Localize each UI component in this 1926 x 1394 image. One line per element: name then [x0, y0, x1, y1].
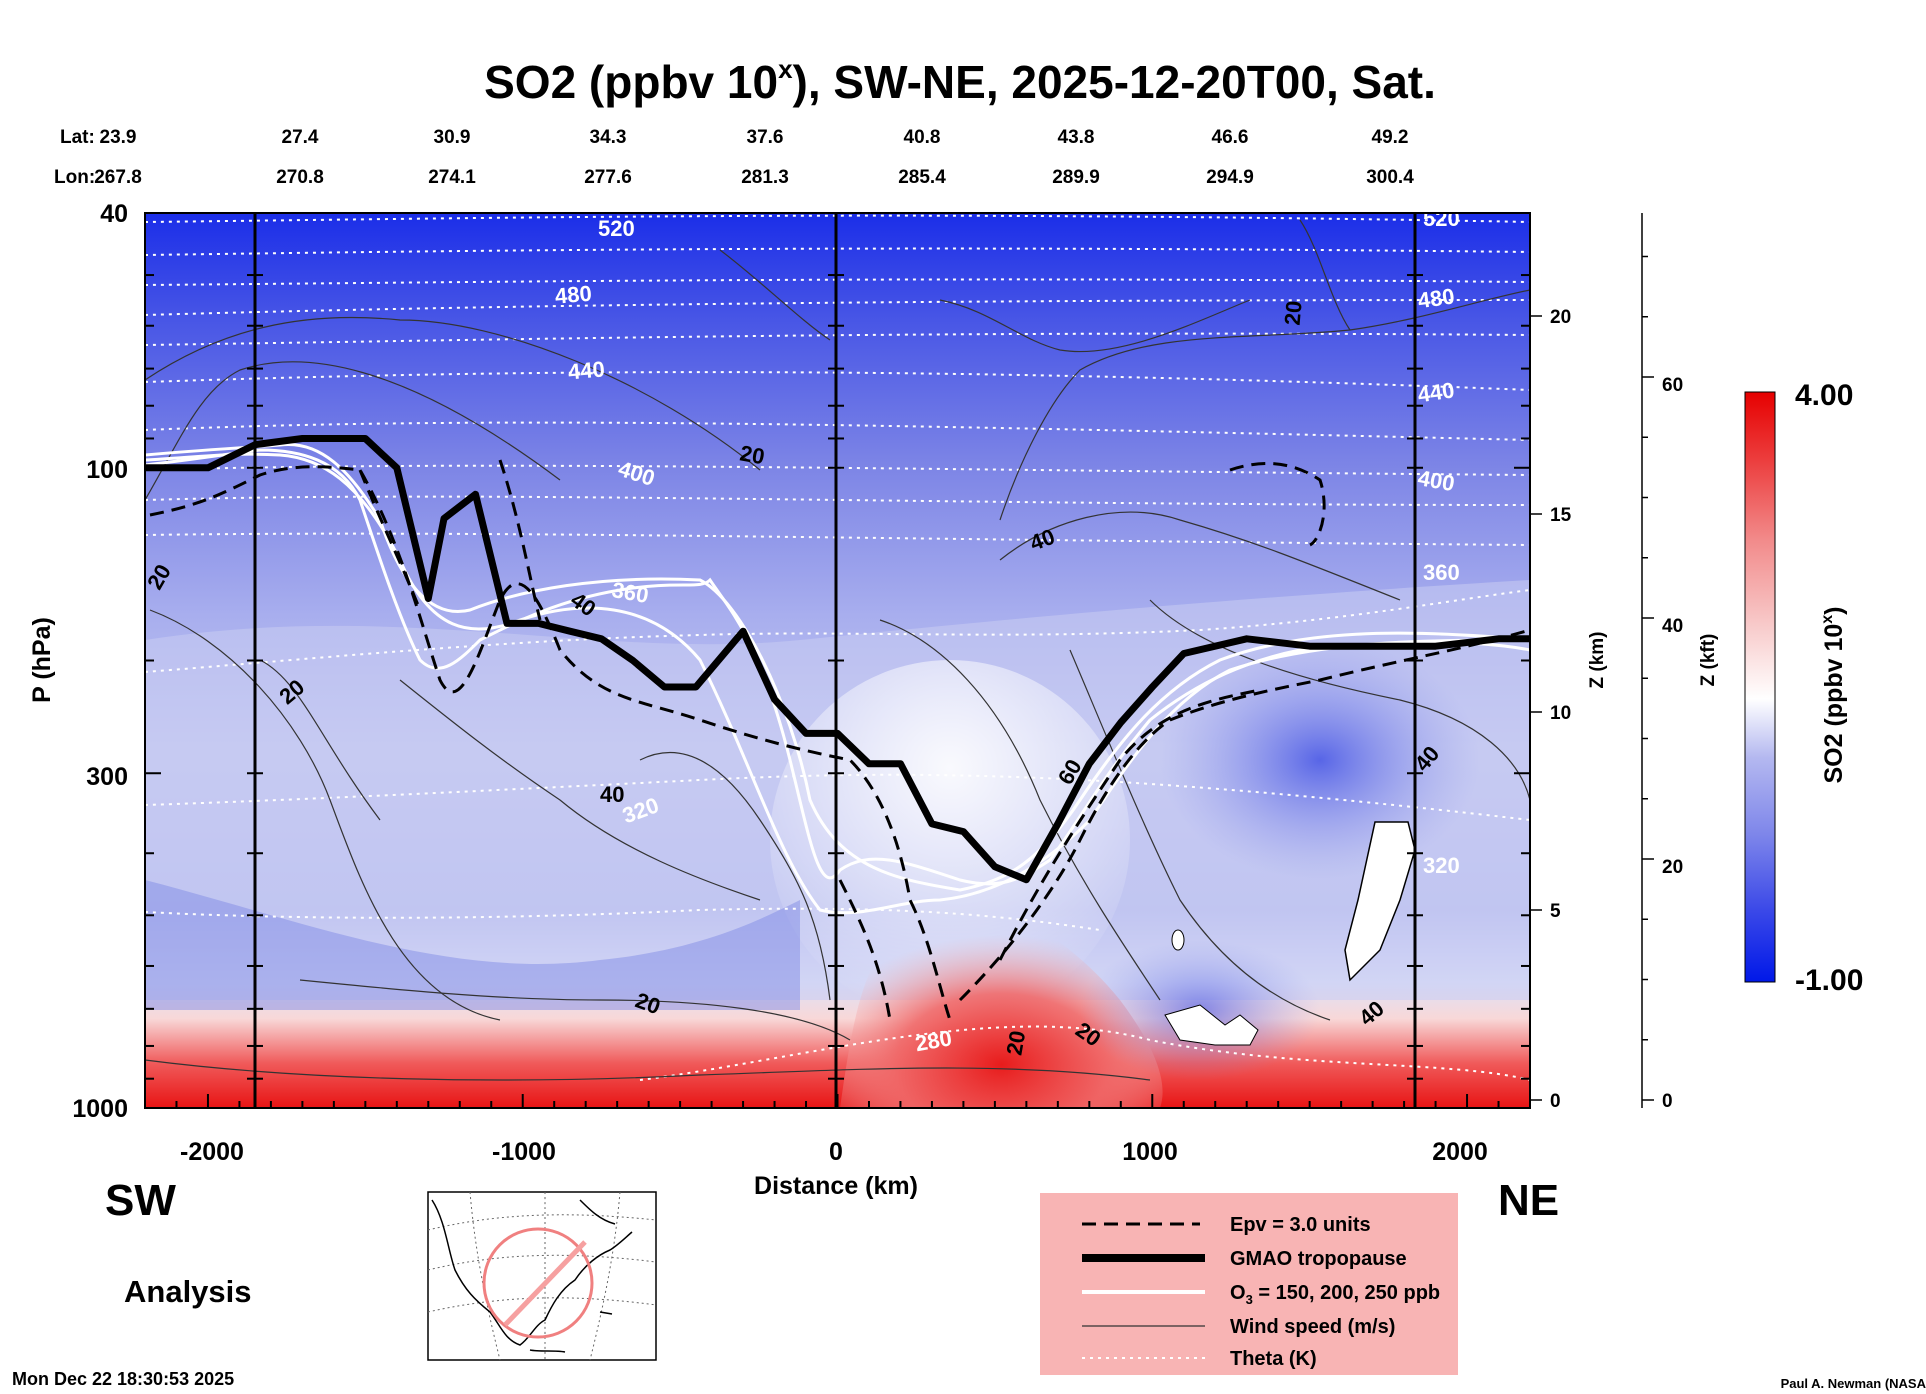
- lon-value: 300.4: [1366, 167, 1414, 188]
- distance-tick-label: 2000: [1432, 1138, 1488, 1166]
- colorbar: 4.00 -1.00 SO2 (ppbv 10x): [1744, 379, 1863, 997]
- wind-label: 20: [1280, 300, 1307, 327]
- colorbar-title: SO2 (ppbv 10x): [1819, 607, 1848, 784]
- z-km-axis-title: Z (km): [1587, 632, 1608, 689]
- z-kft-tick-label: 60: [1662, 375, 1683, 396]
- legend-item-epv: Epv = 3.0 units: [1230, 1214, 1371, 1236]
- z-kft-tick-label: 0: [1662, 1091, 1673, 1112]
- z-km-axis: 20 15 10 5 0 Z (km): [1529, 213, 1608, 1112]
- lon-value: 281.3: [741, 167, 789, 188]
- wind-label: 20: [1001, 1029, 1030, 1057]
- z-km-tick-label: 15: [1550, 505, 1572, 526]
- lon-value: 277.6: [584, 167, 632, 188]
- so2-field-red-core: [840, 891, 1163, 1108]
- theta-label: 520: [598, 216, 635, 241]
- z-km-tick-label: 0: [1550, 1091, 1561, 1112]
- lat-value: 34.3: [590, 127, 627, 148]
- so2-field-blue-band: [145, 880, 800, 1010]
- legend-item-theta: Theta (K): [1230, 1348, 1317, 1370]
- theta-contour-labels: 520 480 440 400 360 320 520 480 440 400 …: [554, 206, 1460, 1056]
- lat-value: 27.4: [282, 127, 319, 148]
- theta-label: 360: [1423, 560, 1460, 585]
- so2-field-white-patch-3: [1171, 929, 1185, 951]
- z-km-tick-label: 10: [1550, 703, 1571, 724]
- title-superscript: x: [778, 54, 793, 84]
- so2-field-white-patch: [1344, 821, 1416, 982]
- lon-values: 267.8 270.8 274.1 277.6 281.3 285.4 289.9 294.9…: [94, 167, 1414, 188]
- lon-value: 267.8: [94, 167, 142, 188]
- pressure-tick-label: 300: [86, 763, 128, 791]
- legend-item-wind: Wind speed (m/s): [1230, 1316, 1395, 1338]
- lon-value: 274.1: [428, 167, 476, 188]
- lat-value: 49.2: [1372, 127, 1409, 148]
- legend: Epv = 3.0 units GMAO tropopause O3 = 150…: [1040, 1193, 1458, 1375]
- inset-map-frame: [427, 1191, 657, 1361]
- epv-contours: [149, 459, 1530, 1021]
- legend-item-ozone: O3 = 150, 200, 250 ppb: [1230, 1282, 1440, 1307]
- title-main: SO2 (ppbv 10: [484, 56, 778, 108]
- lat-header-label: Lat:: [60, 127, 95, 148]
- distance-tick-label: -2000: [180, 1138, 244, 1166]
- distance-tick-label: 1000: [1122, 1138, 1178, 1166]
- pressure-axis: 40 100 300 1000 P (hPa): [28, 200, 1530, 1123]
- pressure-tick-label: 40: [100, 200, 128, 228]
- lat-value: 43.8: [1058, 127, 1095, 148]
- title-rest: ), SW-NE, 2025-12-20T00, Sat.: [793, 56, 1436, 108]
- theta-label: 320: [1423, 853, 1460, 878]
- wind-speed-contours: [145, 219, 1530, 1081]
- pressure-axis-title: P (hPa): [28, 617, 56, 703]
- inset-map: [427, 1191, 657, 1361]
- theta-label: 440: [567, 356, 606, 384]
- theta-label: 480: [1416, 283, 1456, 313]
- lon-header-label: Lon:: [54, 167, 95, 188]
- distance-tick-label: -1000: [492, 1138, 556, 1166]
- footer-credit: Paul A. Newman (NASA: [1781, 1376, 1926, 1391]
- so2-field-white-patch-2: [1164, 1004, 1259, 1046]
- tropopause-line: [145, 435, 1530, 884]
- wind-label: 20: [738, 440, 766, 469]
- lat-value: 23.9: [100, 127, 137, 148]
- lat-value: 40.8: [904, 127, 941, 148]
- lon-value: 285.4: [898, 167, 946, 188]
- pressure-tick-label: 100: [86, 456, 128, 484]
- direction-ne: NE: [1498, 1176, 1559, 1225]
- direction-sw: SW: [105, 1176, 176, 1225]
- pressure-tick-label: 1000: [72, 1095, 128, 1123]
- footer-timestamp: Mon Dec 22 18:30:53 2025: [12, 1369, 234, 1389]
- colorbar-min-label: -1.00: [1795, 964, 1863, 997]
- z-km-tick-label: 5: [1550, 901, 1561, 922]
- plot-area: [145, 213, 1530, 1108]
- distance-tick-label: 0: [829, 1138, 843, 1166]
- z-km-tick-label: 20: [1550, 307, 1571, 328]
- lon-value: 289.9: [1052, 167, 1100, 188]
- z-kft-tick-label: 40: [1662, 616, 1683, 637]
- coastline-map: [431, 1199, 633, 1353]
- lat-values: 23.9 27.4 30.9 34.3 37.6 40.8 43.8 46.6 49.2: [100, 127, 1409, 148]
- inset-map-circle: [482, 1227, 594, 1339]
- legend-item-tropopause: GMAO tropopause: [1230, 1248, 1407, 1270]
- colorbar-gradient: [1744, 391, 1776, 983]
- theta-label: 480: [554, 281, 593, 309]
- lat-value: 46.6: [1212, 127, 1249, 148]
- theta-label: 520: [1423, 206, 1460, 231]
- chart-title: SO2 (ppbv 10x), SW-NE, 2025-12-20T00, Sa…: [484, 54, 1436, 108]
- lat-value: 30.9: [434, 127, 471, 148]
- inset-map-transect: [503, 1240, 587, 1327]
- z-kft-axis: 60 40 20 0 Z (kft): [1641, 213, 1719, 1112]
- colorbar-max-label: 4.00: [1795, 379, 1853, 412]
- theta-label: 440: [1416, 377, 1456, 407]
- lat-value: 37.6: [747, 127, 784, 148]
- lon-value: 294.9: [1206, 167, 1254, 188]
- distance-axis: -2000 -1000 0 1000 2000 Distance (km): [144, 1094, 1531, 1200]
- distance-axis-title: Distance (km): [754, 1172, 918, 1200]
- lon-value: 270.8: [276, 167, 324, 188]
- analysis-label: Analysis: [124, 1274, 252, 1309]
- z-kft-tick-label: 20: [1662, 857, 1683, 878]
- z-kft-axis-title: Z (kft): [1698, 634, 1719, 687]
- wind-label: 40: [600, 782, 624, 807]
